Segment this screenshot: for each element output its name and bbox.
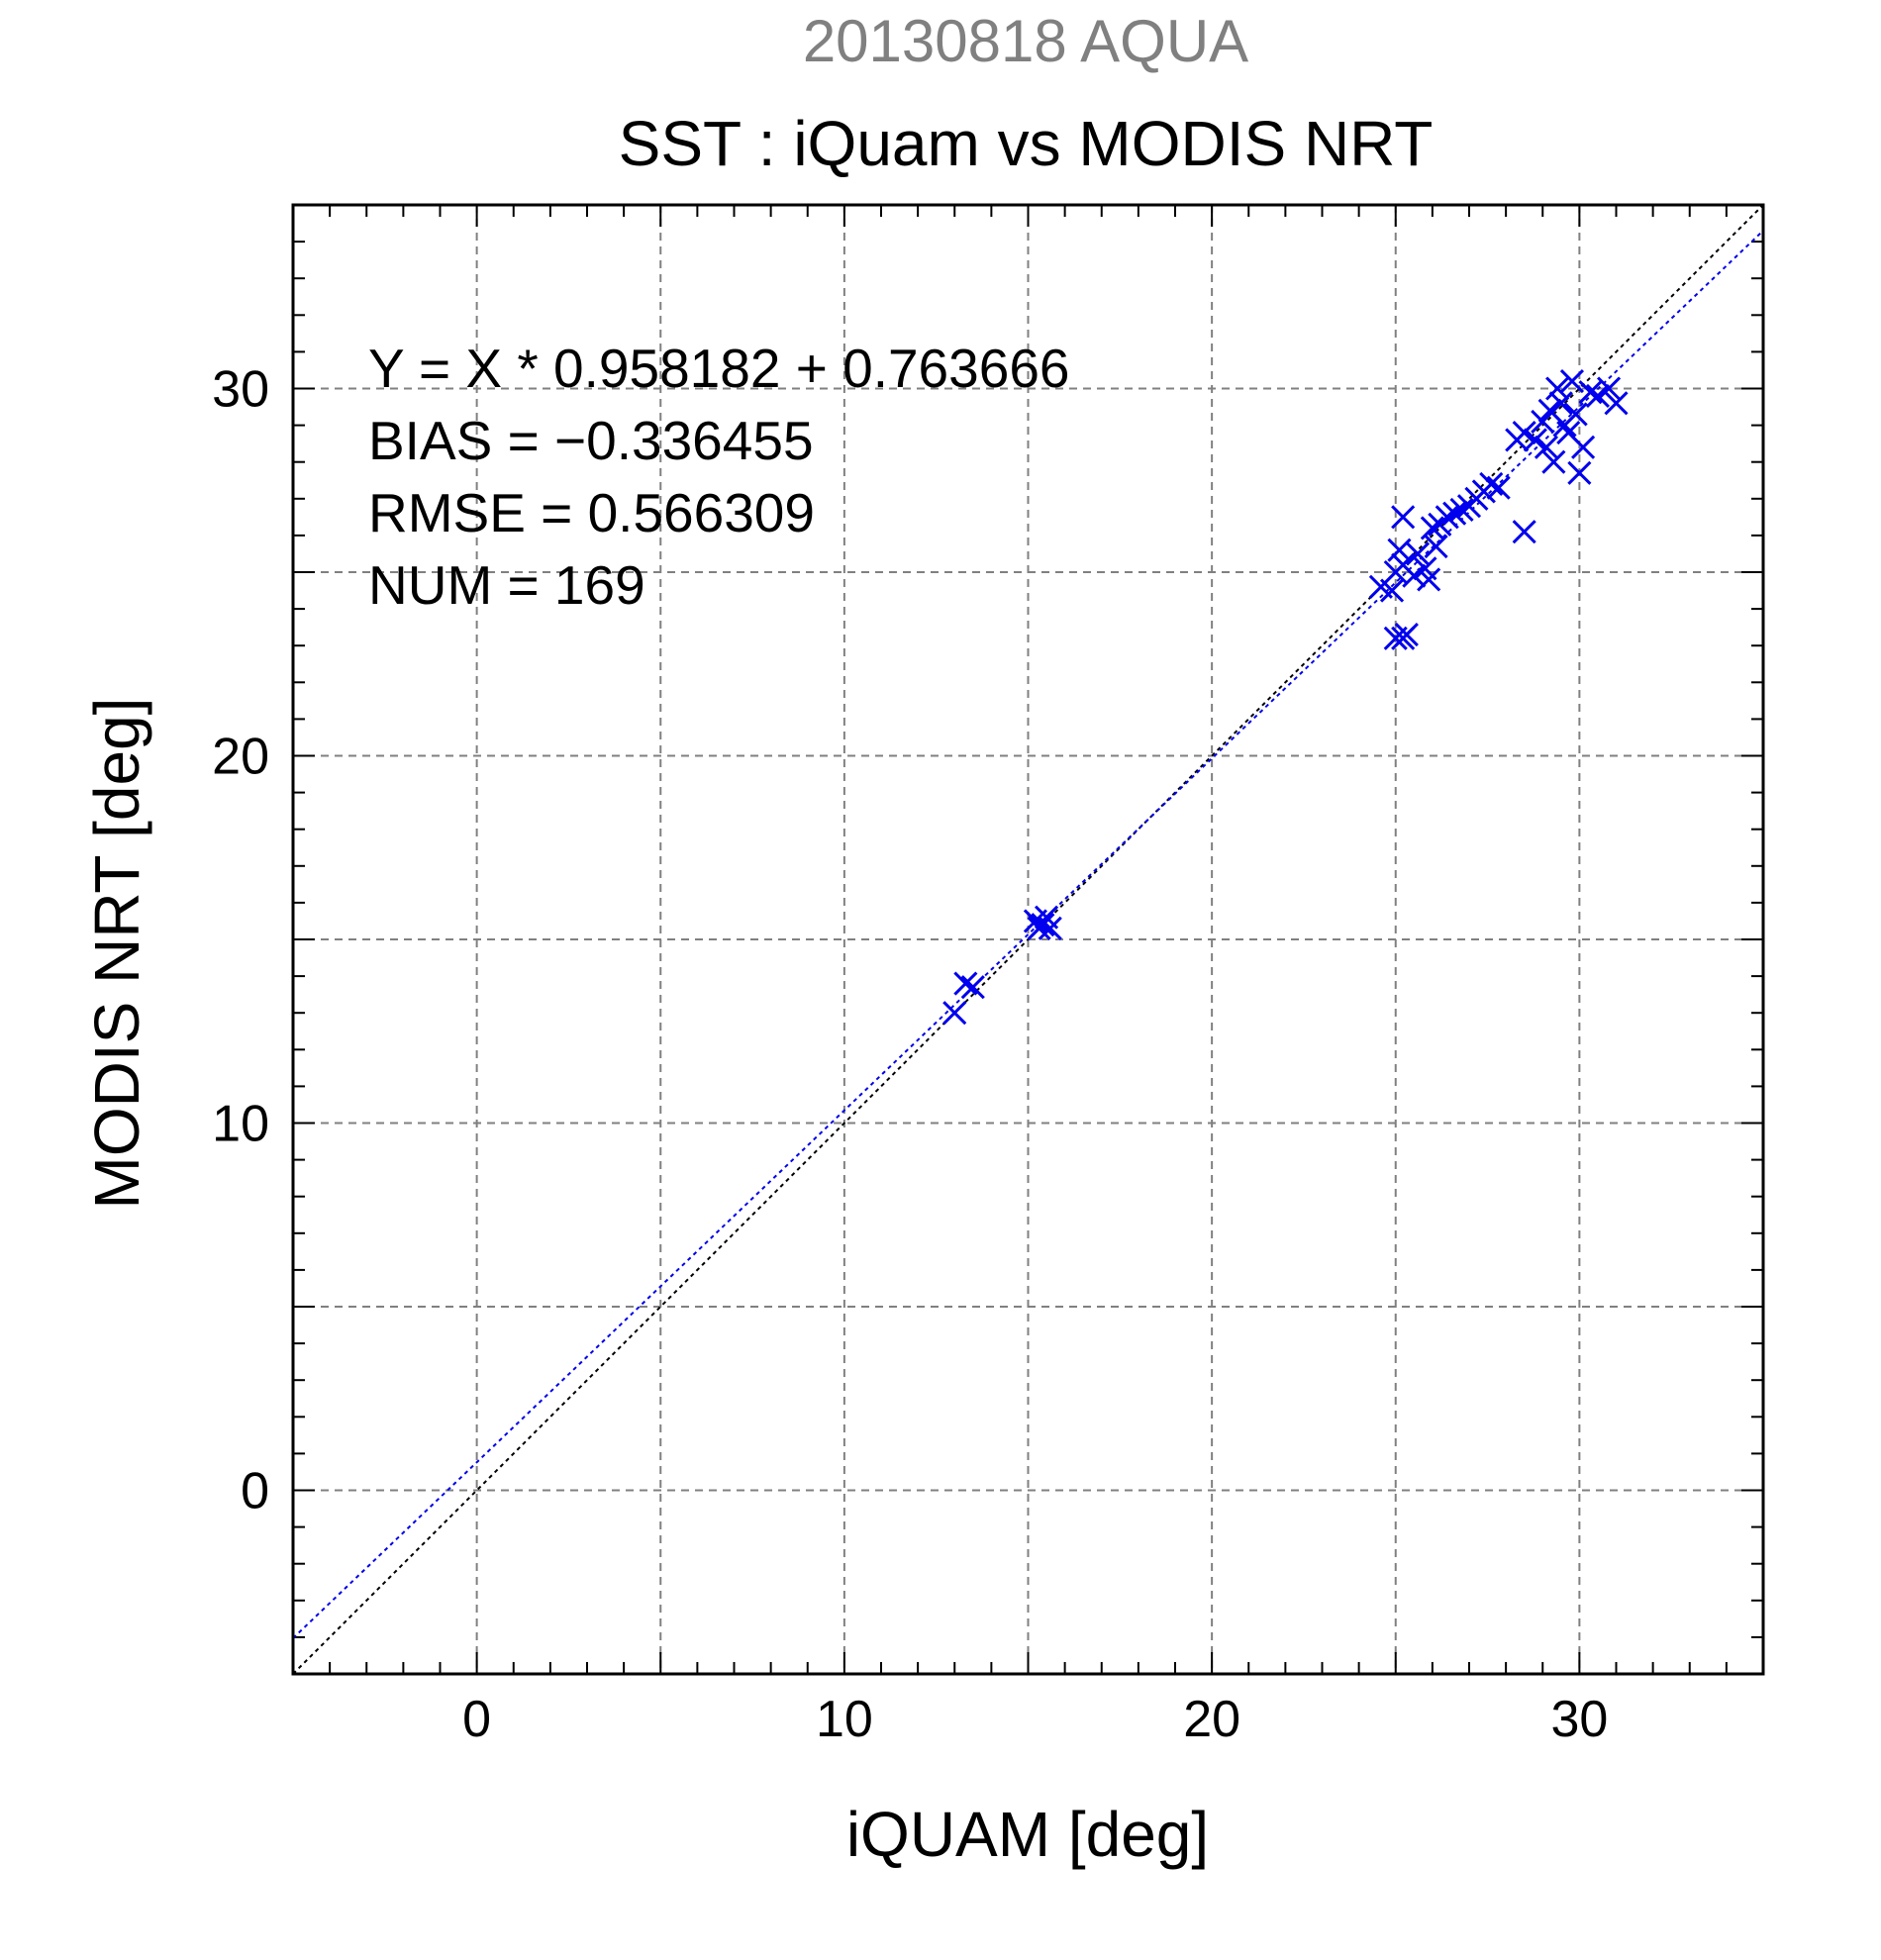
data-point bbox=[1545, 376, 1570, 401]
data-point bbox=[1391, 505, 1416, 530]
plot-frame bbox=[291, 203, 1765, 1676]
x-tick-label: 0 bbox=[462, 1691, 491, 1748]
y-axis-label: MODIS NRT [deg] bbox=[81, 698, 152, 1210]
x-axis-label: iQUAM [deg] bbox=[846, 1799, 1209, 1870]
minor-ticks bbox=[293, 205, 1763, 1674]
data-point bbox=[1563, 402, 1588, 427]
data-point bbox=[1541, 449, 1566, 474]
chart-supertitle: 20130818 AQUA bbox=[803, 8, 1248, 74]
data-point bbox=[1571, 435, 1596, 459]
data-point bbox=[1486, 475, 1511, 500]
y-tick-label: 30 bbox=[212, 361, 269, 419]
y-tick-label: 10 bbox=[212, 1096, 269, 1153]
data-point bbox=[1449, 497, 1474, 522]
regression-line bbox=[292, 230, 1764, 1639]
data-point bbox=[1027, 916, 1051, 940]
data-point bbox=[1034, 905, 1059, 930]
data-point bbox=[942, 1001, 967, 1026]
data-point bbox=[953, 971, 978, 996]
identity-line bbox=[292, 204, 1764, 1675]
data-point bbox=[1424, 534, 1448, 559]
data-point bbox=[1442, 501, 1467, 526]
stats-line: NUM = 169 bbox=[368, 554, 645, 616]
y-tick-label: 0 bbox=[241, 1463, 269, 1520]
data-point bbox=[1523, 428, 1547, 452]
data-point bbox=[1559, 369, 1585, 394]
data-point bbox=[1405, 541, 1431, 566]
y-tick-label: 20 bbox=[212, 729, 269, 786]
stats-line: BIAS = −0.336455 bbox=[368, 410, 814, 471]
reference-lines bbox=[292, 204, 1764, 1675]
data-points bbox=[942, 369, 1629, 1026]
stats-line: RMSE = 0.566309 bbox=[368, 482, 815, 543]
x-tick-label: 20 bbox=[1183, 1691, 1240, 1748]
data-point bbox=[1567, 460, 1592, 485]
data-point bbox=[1597, 376, 1622, 401]
data-point bbox=[1479, 471, 1504, 497]
x-tick-label: 10 bbox=[816, 1691, 873, 1748]
data-point bbox=[960, 975, 985, 1000]
data-point bbox=[1379, 578, 1405, 603]
x-tick-label: 30 bbox=[1550, 1691, 1608, 1748]
data-point bbox=[1531, 409, 1555, 434]
stats-line: Y = X * 0.958182 + 0.763666 bbox=[368, 338, 1070, 399]
data-point bbox=[1585, 383, 1611, 408]
data-point bbox=[1548, 391, 1573, 416]
data-point bbox=[1435, 505, 1459, 530]
chart-title: SST : iQuam vs MODIS NRT bbox=[619, 108, 1434, 179]
data-point bbox=[1512, 520, 1536, 544]
data-point bbox=[1420, 516, 1444, 540]
data-point bbox=[1534, 435, 1559, 459]
data-point bbox=[1387, 538, 1412, 562]
data-point bbox=[1394, 623, 1419, 647]
stats-annotation: Y = X * 0.958182 + 0.763666 BIAS = −0.336… bbox=[368, 338, 1070, 616]
data-point bbox=[1604, 391, 1629, 416]
data-point bbox=[1417, 567, 1441, 592]
data-point bbox=[1512, 420, 1536, 445]
data-point bbox=[1578, 380, 1603, 405]
tick-labels: 0 10 20 30 0 10 20 30 bbox=[212, 361, 1608, 1749]
data-point bbox=[1402, 563, 1427, 588]
